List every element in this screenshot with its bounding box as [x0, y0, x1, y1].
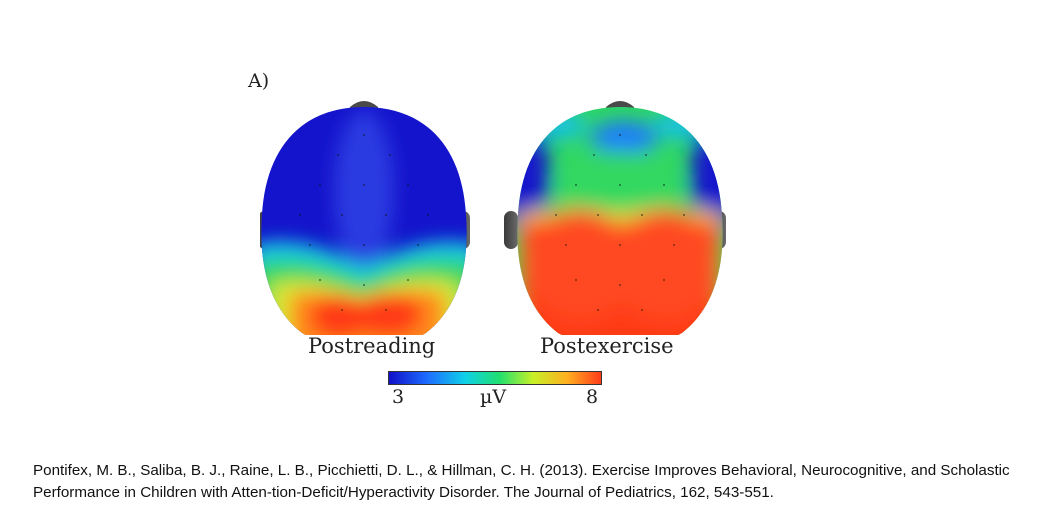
- topographic-maps-figure: [258, 95, 740, 345]
- colorbar-max-label: 8: [586, 386, 599, 408]
- postexercise-caption: Postexercise: [540, 334, 674, 358]
- postreading-head-map: [258, 101, 470, 345]
- ear-left-icon: [504, 211, 518, 249]
- citation-line-1: Pontifex, M. B., Saliba, B. J., Raine, L…: [33, 462, 1010, 479]
- topographic-maps-svg: [258, 101, 726, 345]
- citation-line-2: Performance in Children with Atten-tion-…: [33, 484, 774, 501]
- postreading-caption: Postreading: [308, 334, 436, 358]
- panel-label: A): [248, 70, 270, 92]
- colorbar: [388, 371, 602, 385]
- colorbar-unit-label: µV: [480, 386, 507, 408]
- postexercise-head-map: [504, 101, 726, 345]
- colorbar-min-label: 3: [392, 386, 405, 408]
- citation: Pontifex, M. B., Saliba, B. J., Raine, L…: [33, 460, 1033, 504]
